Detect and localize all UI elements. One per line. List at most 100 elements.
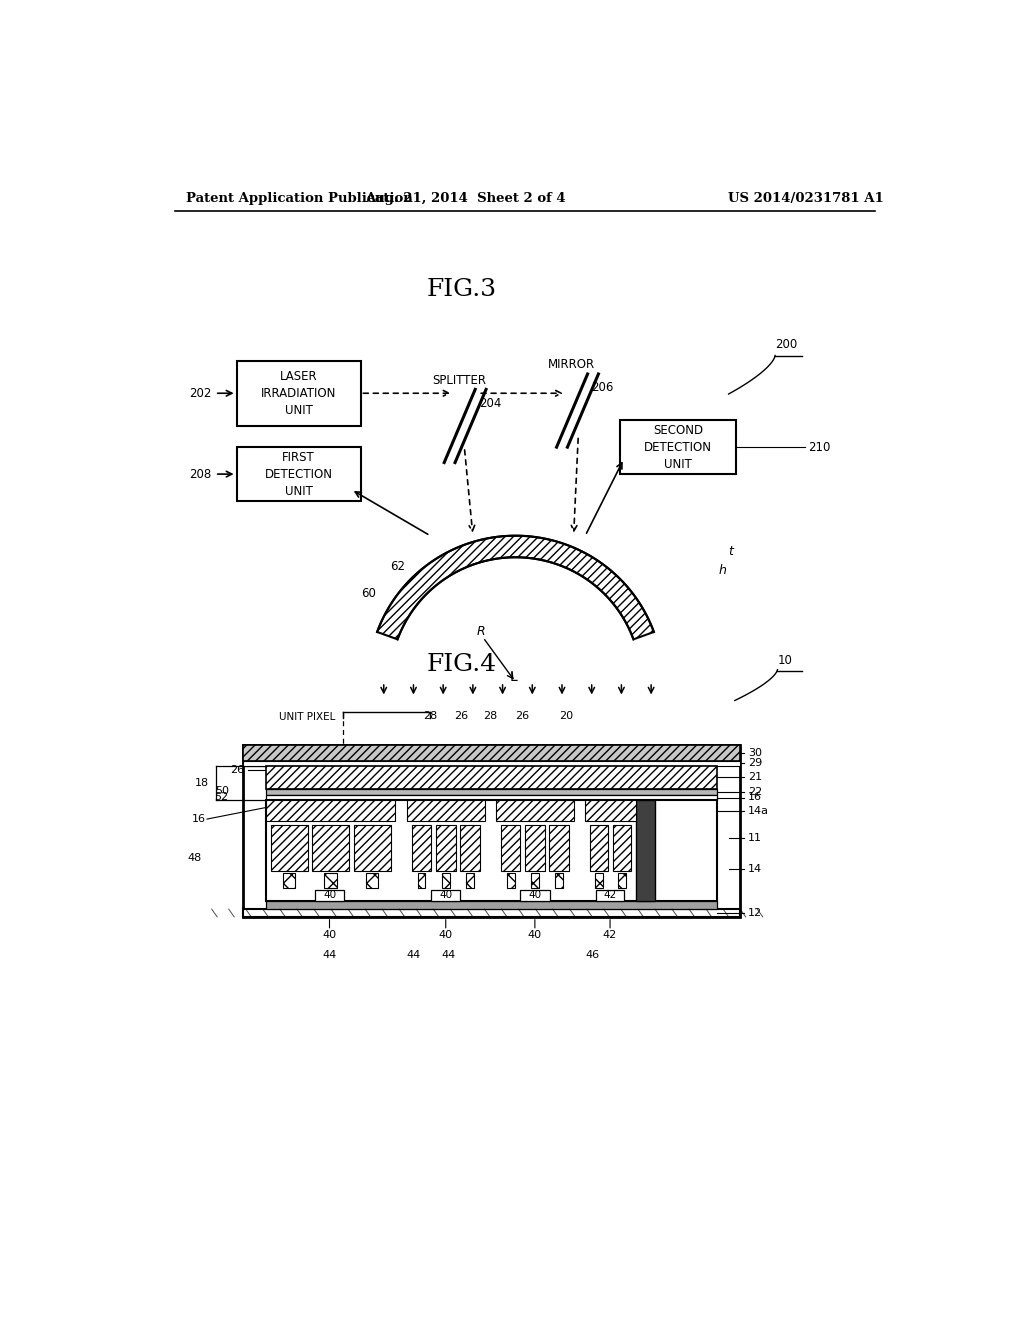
Text: 40: 40 bbox=[439, 890, 453, 900]
Bar bbox=[496, 800, 573, 821]
Text: MIRROR: MIRROR bbox=[548, 358, 595, 371]
Text: 40: 40 bbox=[323, 890, 336, 900]
Bar bbox=[595, 873, 603, 887]
Bar bbox=[618, 873, 626, 887]
Text: 28: 28 bbox=[483, 711, 498, 721]
Bar bbox=[266, 800, 717, 902]
Text: 18: 18 bbox=[196, 777, 209, 788]
Bar bbox=[590, 825, 608, 871]
Text: L: L bbox=[509, 669, 517, 684]
Bar bbox=[621, 420, 736, 474]
Text: 50: 50 bbox=[215, 787, 228, 796]
Text: 26: 26 bbox=[230, 764, 245, 775]
Bar bbox=[525, 825, 545, 871]
Text: 21: 21 bbox=[748, 772, 762, 783]
Text: 14: 14 bbox=[748, 865, 762, 874]
Bar bbox=[412, 825, 431, 871]
Text: 30: 30 bbox=[748, 748, 762, 758]
Text: 26: 26 bbox=[455, 711, 468, 721]
Text: 12: 12 bbox=[748, 908, 762, 917]
Text: 62: 62 bbox=[390, 560, 406, 573]
Bar bbox=[549, 825, 569, 871]
Text: LASER
IRRADIATION
UNIT: LASER IRRADIATION UNIT bbox=[261, 370, 336, 417]
Text: 200: 200 bbox=[775, 338, 798, 351]
Bar bbox=[431, 890, 461, 900]
Text: 208: 208 bbox=[189, 467, 212, 480]
Bar bbox=[266, 795, 717, 800]
Text: h: h bbox=[719, 564, 726, 577]
Text: FIRST
DETECTION
UNIT: FIRST DETECTION UNIT bbox=[264, 450, 333, 498]
Text: 16: 16 bbox=[748, 792, 762, 803]
Text: US 2014/0231781 A1: US 2014/0231781 A1 bbox=[728, 191, 884, 205]
Bar bbox=[243, 760, 740, 766]
Text: 48: 48 bbox=[187, 853, 202, 862]
Text: 40: 40 bbox=[438, 931, 453, 940]
Text: R: R bbox=[476, 626, 485, 639]
Text: 16: 16 bbox=[191, 814, 206, 824]
Text: 10: 10 bbox=[777, 653, 793, 667]
Bar bbox=[243, 909, 740, 917]
Bar bbox=[596, 890, 624, 900]
Text: 206: 206 bbox=[592, 381, 613, 395]
Text: 42: 42 bbox=[603, 890, 616, 900]
Text: 60: 60 bbox=[361, 587, 376, 601]
Bar bbox=[266, 902, 717, 909]
Text: SPLITTER: SPLITTER bbox=[432, 374, 486, 387]
Text: 26: 26 bbox=[515, 711, 528, 721]
Text: t: t bbox=[729, 545, 733, 557]
Bar bbox=[366, 873, 379, 887]
Bar bbox=[586, 800, 636, 821]
Bar bbox=[266, 800, 395, 821]
Bar bbox=[520, 890, 550, 900]
Bar bbox=[636, 800, 655, 902]
Bar bbox=[266, 766, 717, 789]
Bar bbox=[243, 744, 740, 760]
Bar bbox=[266, 789, 717, 795]
Text: FIG.4: FIG.4 bbox=[426, 653, 497, 676]
Bar bbox=[270, 825, 307, 871]
Polygon shape bbox=[377, 536, 654, 639]
Bar bbox=[314, 890, 344, 900]
Text: 42: 42 bbox=[603, 931, 617, 940]
Text: 28: 28 bbox=[423, 711, 437, 721]
Bar bbox=[436, 825, 456, 871]
Bar bbox=[353, 825, 391, 871]
Bar bbox=[283, 873, 295, 887]
Text: 204: 204 bbox=[479, 397, 502, 409]
Text: Aug. 21, 2014  Sheet 2 of 4: Aug. 21, 2014 Sheet 2 of 4 bbox=[365, 191, 565, 205]
Bar bbox=[531, 873, 539, 887]
Text: 44: 44 bbox=[407, 950, 420, 961]
Text: 52: 52 bbox=[215, 792, 228, 803]
Text: SECOND
DETECTION
UNIT: SECOND DETECTION UNIT bbox=[644, 424, 713, 471]
Text: 202: 202 bbox=[189, 387, 212, 400]
Bar bbox=[237, 447, 360, 502]
Bar bbox=[243, 744, 740, 917]
Bar bbox=[418, 873, 425, 887]
Text: 14a: 14a bbox=[748, 807, 769, 816]
Bar bbox=[501, 825, 520, 871]
Text: 11: 11 bbox=[748, 833, 762, 843]
Text: 29: 29 bbox=[748, 758, 762, 768]
Bar bbox=[612, 825, 631, 871]
Text: 40: 40 bbox=[527, 931, 542, 940]
Text: 20: 20 bbox=[559, 711, 573, 721]
Text: UNIT PIXEL: UNIT PIXEL bbox=[280, 711, 336, 722]
Bar bbox=[325, 873, 337, 887]
Bar bbox=[441, 873, 450, 887]
Bar bbox=[555, 873, 563, 887]
Bar bbox=[507, 873, 514, 887]
Text: 44: 44 bbox=[441, 950, 456, 961]
Text: 40: 40 bbox=[528, 890, 542, 900]
Bar bbox=[460, 825, 480, 871]
Text: 210: 210 bbox=[809, 441, 830, 454]
Bar bbox=[237, 360, 360, 426]
Text: 46: 46 bbox=[586, 950, 600, 961]
Bar bbox=[407, 800, 484, 821]
Text: FIG.3: FIG.3 bbox=[426, 277, 497, 301]
Bar bbox=[312, 825, 349, 871]
Text: 40: 40 bbox=[323, 931, 337, 940]
Text: Patent Application Publication: Patent Application Publication bbox=[186, 191, 413, 205]
Text: 22: 22 bbox=[748, 787, 762, 797]
Bar bbox=[466, 873, 474, 887]
Text: 44: 44 bbox=[323, 950, 337, 961]
